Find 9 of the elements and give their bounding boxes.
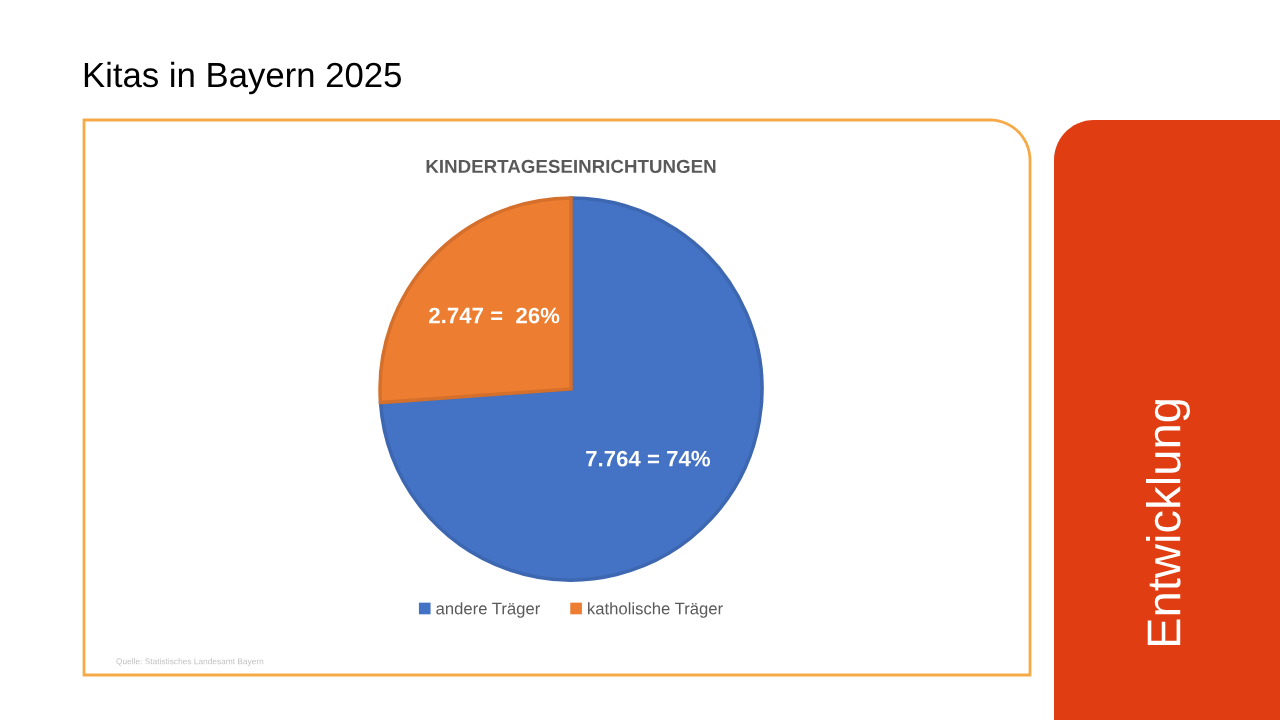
legend-label: katholische Träger — [588, 602, 723, 618]
chart-title: Kitas in Bayern 2025 — [84, 61, 401, 95]
text: Entwicklung — [1145, 400, 1191, 646]
legend-label: andere Träger — [436, 602, 540, 618]
pie-slice — [378, 196, 764, 582]
data-label: 2.747 = 26% — [429, 307, 560, 324]
chart-subtitle: KINDERTAGESEINRICHTUNGEN — [426, 159, 716, 174]
pie-slice — [378, 196, 573, 405]
data-label: 7.764 = 74% — [586, 450, 711, 467]
